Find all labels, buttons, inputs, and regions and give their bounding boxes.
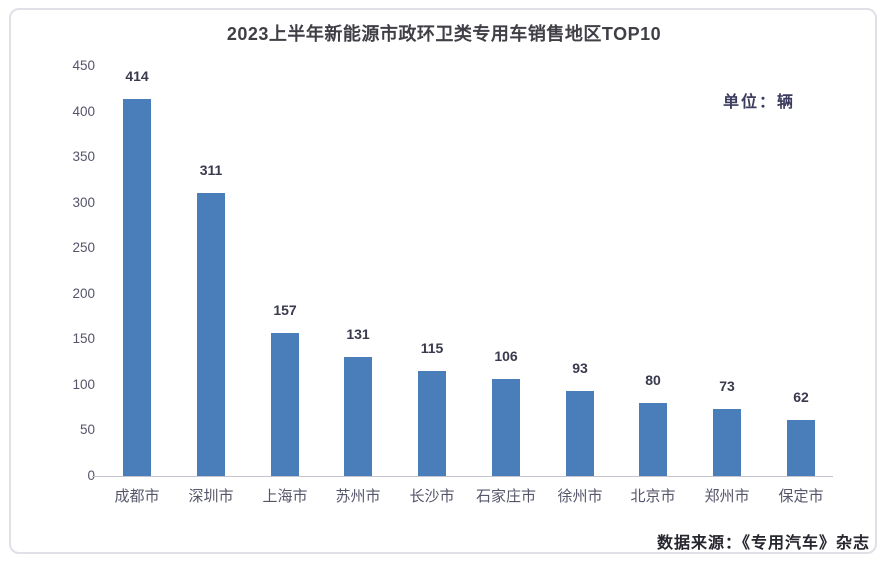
bar-value-label: 414 <box>125 68 149 84</box>
bar <box>197 193 225 476</box>
data-source-note: 数据来源：《专用汽车》杂志 <box>656 535 870 552</box>
y-axis-tick-label: 400 <box>72 103 95 119</box>
x-axis-label: 徐州市 <box>557 488 603 505</box>
x-axis-label: 上海市 <box>262 488 308 505</box>
y-axis-tick-label: 450 <box>72 58 95 73</box>
x-axis-label: 深圳市 <box>188 488 234 505</box>
bar-value-label: 93 <box>572 360 588 376</box>
x-axis-label: 保定市 <box>778 488 824 505</box>
x-axis-label: 苏州市 <box>335 488 381 505</box>
bar-value-label: 73 <box>719 378 735 394</box>
y-axis-tick-label: 300 <box>72 194 95 210</box>
x-axis-label: 石家庄市 <box>475 488 536 505</box>
chart-title: 2023上半年新能源市政环卫类专用车销售地区TOP10 <box>226 24 662 44</box>
bar <box>418 371 446 476</box>
x-axis-label: 北京市 <box>630 488 676 505</box>
bar <box>271 333 299 476</box>
unit-label: 单位：辆 <box>722 94 795 111</box>
bar <box>639 403 667 476</box>
y-axis-tick-label: 350 <box>72 149 95 165</box>
y-axis-tick-label: 50 <box>79 422 95 438</box>
bar <box>492 379 520 476</box>
bar <box>344 357 372 476</box>
bar-value-label: 311 <box>199 162 223 178</box>
bar-value-label: 157 <box>273 302 297 318</box>
y-axis-tick-label: 0 <box>40 467 95 485</box>
y-axis-tick-label: 200 <box>72 285 95 301</box>
x-axis-label: 成都市 <box>114 488 160 505</box>
bar <box>566 391 594 476</box>
y-axis-tick-label: 150 <box>72 331 95 347</box>
bar <box>123 99 151 476</box>
bar-value-label: 62 <box>793 389 809 405</box>
x-axis-label: 长沙市 <box>409 488 455 505</box>
y-axis-tick-label: 100 <box>72 376 95 392</box>
bar <box>713 409 741 476</box>
bar-value-label: 115 <box>420 340 444 356</box>
x-axis-line <box>92 476 833 477</box>
y-axis-tick-label: 250 <box>72 240 95 256</box>
bar <box>787 420 815 476</box>
x-axis-label: 郑州市 <box>704 488 750 505</box>
bar-value-label: 131 <box>346 326 370 342</box>
bar-value-label: 106 <box>494 348 518 364</box>
bar-value-label: 80 <box>645 372 661 388</box>
